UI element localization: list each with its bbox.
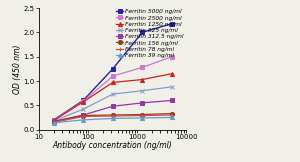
Ferritin 39 ng/ml [170,116,174,118]
Ferritin 312.5 ng/ml [170,99,174,101]
Ferritin 625 ng/ml [111,93,115,95]
Ferritin 625 ng/ml [170,86,174,88]
Line: Ferritin 625 ng/ml: Ferritin 625 ng/ml [51,84,174,123]
Ferritin 2500 ng/ml [140,66,144,68]
Ferritin 1250 ng/ml [52,119,56,121]
Ferritin 156 ng/ml [111,114,115,116]
Line: Ferritin 2500 ng/ml: Ferritin 2500 ng/ml [52,55,174,122]
Ferritin 78 ng/ml [140,115,144,116]
Ferritin 1250 ng/ml [170,73,174,75]
Line: Ferritin 312.5 ng/ml: Ferritin 312.5 ng/ml [52,98,174,123]
Line: Ferritin 39 ng/ml: Ferritin 39 ng/ml [52,115,174,125]
Ferritin 2500 ng/ml [82,100,85,102]
Ferritin 312.5 ng/ml [111,105,115,107]
Y-axis label: OD (450 nm): OD (450 nm) [13,44,22,94]
Ferritin 39 ng/ml [140,117,144,119]
Ferritin 312.5 ng/ml [82,114,85,116]
Legend: Ferritin 5000 ng/ml, Ferritin 2500 ng/ml, Ferritin 1250 ng/ml, Ferritin 625 ng/m: Ferritin 5000 ng/ml, Ferritin 2500 ng/ml… [116,9,184,59]
Ferritin 39 ng/ml [111,117,115,119]
Ferritin 39 ng/ml [82,119,85,121]
Ferritin 5000 ng/ml [82,99,85,101]
Ferritin 78 ng/ml [111,115,115,117]
X-axis label: Antibody concentration (ng/ml): Antibody concentration (ng/ml) [52,141,172,150]
Line: Ferritin 78 ng/ml: Ferritin 78 ng/ml [51,113,174,125]
Ferritin 2500 ng/ml [111,75,115,77]
Ferritin 312.5 ng/ml [140,102,144,104]
Ferritin 625 ng/ml [52,120,56,122]
Ferritin 2500 ng/ml [170,56,174,58]
Ferritin 156 ng/ml [140,114,144,116]
Ferritin 5000 ng/ml [170,23,174,25]
Ferritin 1250 ng/ml [111,81,115,83]
Line: Ferritin 1250 ng/ml: Ferritin 1250 ng/ml [52,72,174,122]
Ferritin 78 ng/ml [170,114,174,116]
Ferritin 156 ng/ml [82,115,85,116]
Ferritin 39 ng/ml [52,122,56,124]
Ferritin 625 ng/ml [82,108,85,110]
Ferritin 78 ng/ml [82,116,85,117]
Ferritin 312.5 ng/ml [52,120,56,122]
Ferritin 1250 ng/ml [140,79,144,81]
Ferritin 156 ng/ml [52,121,56,123]
Ferritin 5000 ng/ml [111,68,115,70]
Ferritin 5000 ng/ml [140,31,144,33]
Line: Ferritin 5000 ng/ml: Ferritin 5000 ng/ml [52,22,174,122]
Ferritin 625 ng/ml [140,90,144,92]
Ferritin 5000 ng/ml [52,119,56,121]
Ferritin 156 ng/ml [170,113,174,115]
Ferritin 1250 ng/ml [82,101,85,103]
Ferritin 2500 ng/ml [52,119,56,121]
Line: Ferritin 156 ng/ml: Ferritin 156 ng/ml [52,111,174,124]
Ferritin 78 ng/ml [52,121,56,123]
